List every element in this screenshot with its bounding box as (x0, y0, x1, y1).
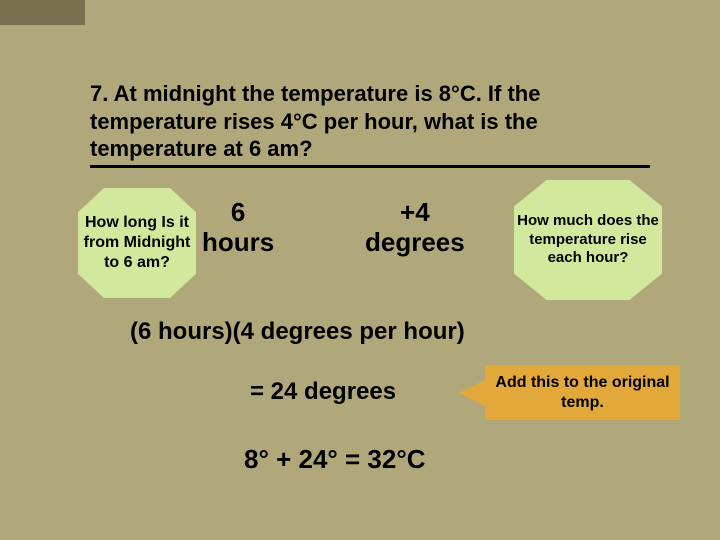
corner-patch (0, 0, 85, 25)
answer-degrees-value: +4 (365, 198, 465, 228)
answer-hours-value: 6 (202, 198, 274, 228)
hint-right-text: How much does the temperature rise each … (514, 212, 662, 268)
calculation-line-3: 8° + 24° = 32°C (244, 444, 426, 475)
answer-degrees: +4 degrees (365, 198, 465, 258)
hint-octagon-left: How long Is it from Midnight to 6 am? (78, 188, 196, 298)
answer-degrees-unit: degrees (365, 228, 465, 258)
question-text: 7. At midnight the temperature is 8°C. I… (90, 80, 650, 168)
answer-hours-unit: hours (202, 228, 274, 258)
calculation-line-2: = 24 degrees (250, 378, 396, 406)
hint-octagon-right: How much does the temperature rise each … (514, 180, 662, 300)
hint-left-text: How long Is it from Midnight to 6 am? (78, 213, 196, 273)
callout-text: Add this to the original temp. (485, 373, 680, 411)
answer-hours: 6 hours (202, 198, 274, 258)
calculation-line-1: (6 hours)(4 degrees per hour) (130, 318, 465, 346)
callout-note: Add this to the original temp. (485, 365, 680, 420)
